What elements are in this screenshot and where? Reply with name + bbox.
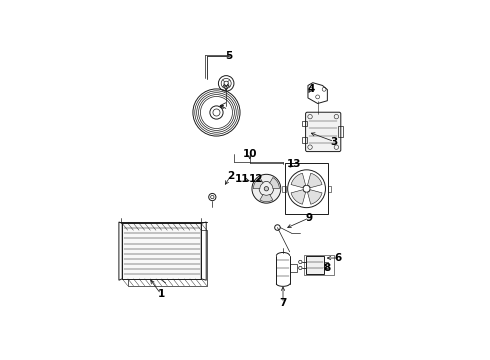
Polygon shape xyxy=(291,190,306,204)
FancyBboxPatch shape xyxy=(306,112,341,152)
Polygon shape xyxy=(253,177,263,189)
Bar xyxy=(302,138,307,143)
Circle shape xyxy=(264,186,269,191)
Bar xyxy=(306,256,324,274)
Text: 6: 6 xyxy=(335,253,342,263)
Polygon shape xyxy=(308,173,322,188)
Text: 10: 10 xyxy=(243,149,257,159)
Text: 1: 1 xyxy=(157,289,165,299)
Bar xyxy=(328,186,331,192)
Text: 8: 8 xyxy=(324,263,331,273)
Bar xyxy=(290,264,296,272)
Polygon shape xyxy=(260,194,273,202)
Bar xyxy=(285,163,328,214)
Polygon shape xyxy=(122,223,201,279)
Text: 3: 3 xyxy=(331,136,338,147)
Text: 12: 12 xyxy=(249,174,263,184)
Text: 9: 9 xyxy=(306,213,313,223)
Bar xyxy=(282,186,286,192)
Circle shape xyxy=(252,174,281,203)
Text: 2: 2 xyxy=(227,171,234,181)
Bar xyxy=(324,262,328,268)
Text: 13: 13 xyxy=(287,159,301,169)
Text: 11: 11 xyxy=(235,174,249,184)
Polygon shape xyxy=(270,177,279,189)
Text: 5: 5 xyxy=(225,51,233,61)
Bar xyxy=(338,126,343,138)
Text: 7: 7 xyxy=(279,298,287,308)
Polygon shape xyxy=(291,173,306,188)
Bar xyxy=(304,255,334,275)
Polygon shape xyxy=(308,190,322,204)
Text: 4: 4 xyxy=(307,84,315,94)
Bar xyxy=(302,121,307,126)
